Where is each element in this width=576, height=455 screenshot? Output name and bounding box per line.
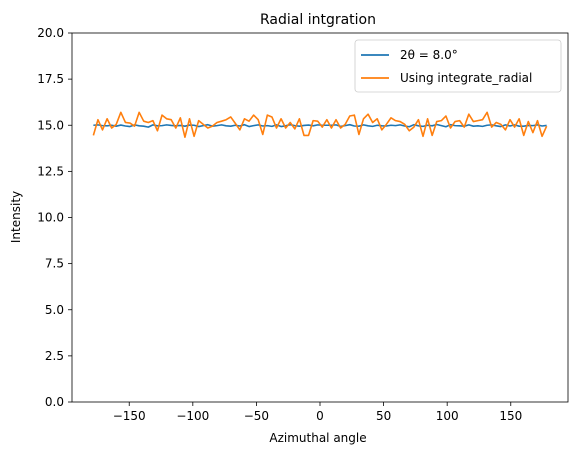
x-axis: −150 −100 −50 0 50 100 150 (113, 402, 522, 423)
series-layer (92, 111, 548, 139)
series-line-1 (92, 111, 548, 139)
chart-title: Radial intgration (260, 12, 376, 28)
y-tick-label: 0.0 (45, 395, 64, 409)
x-axis-title: Azimuthal angle (269, 431, 366, 445)
y-tick-label: 7.5 (45, 257, 64, 271)
legend: 2θ = 8.0° Using integrate_radial (354, 39, 562, 93)
x-tick-label: −150 (113, 409, 146, 423)
y-tick-label: 17.5 (37, 72, 64, 86)
legend-label-integrate-radial: Using integrate_radial (400, 71, 532, 85)
y-tick-label: 15.0 (37, 118, 64, 132)
y-tick-label: 10.0 (37, 211, 64, 225)
y-tick-label: 2.5 (45, 349, 64, 363)
x-tick-label: −50 (244, 409, 269, 423)
y-axis-title: Intensity (9, 191, 23, 243)
legend-box (354, 39, 562, 93)
y-axis: 0.0 2.5 5.0 7.5 10.0 12.5 15.0 17.5 20.0 (37, 26, 72, 409)
y-tick-label: 5.0 (45, 303, 64, 317)
x-tick-label: 50 (376, 409, 391, 423)
x-tick-label: 100 (436, 409, 459, 423)
x-tick-label: −100 (176, 409, 209, 423)
y-tick-label: 20.0 (37, 26, 64, 40)
legend-label-mean-line: 2θ = 8.0° (400, 48, 458, 62)
y-tick-label: 12.5 (37, 164, 64, 178)
x-tick-label: 0 (316, 409, 324, 423)
x-tick-label: 150 (499, 409, 522, 423)
